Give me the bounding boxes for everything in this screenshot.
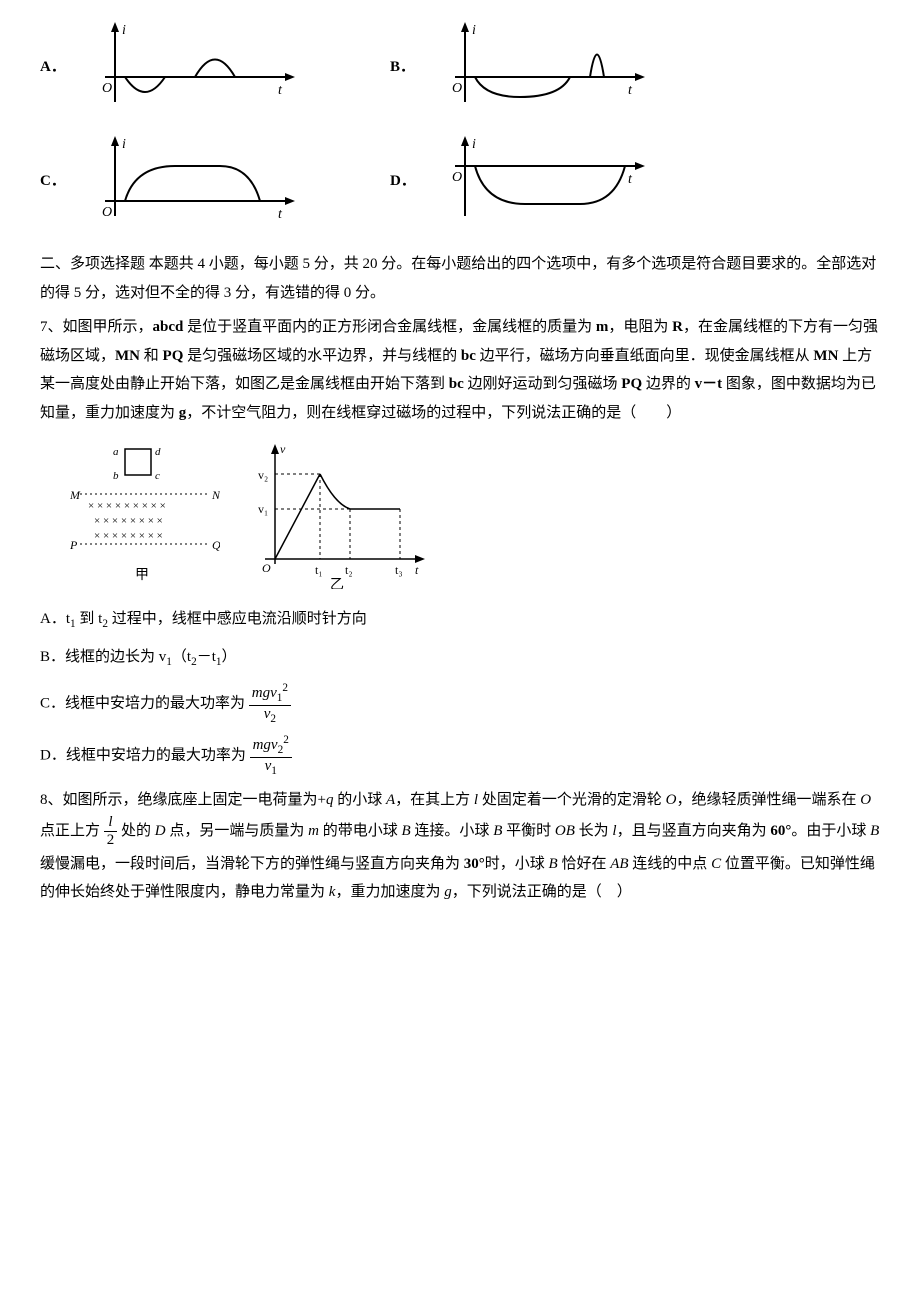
- svg-text:b: b: [113, 470, 119, 482]
- svg-text:i: i: [122, 23, 126, 38]
- svg-text:v: v: [280, 442, 286, 456]
- svg-text:Q: Q: [212, 538, 220, 552]
- svg-text:甲: 甲: [135, 568, 149, 583]
- svg-text:v₂: v₂: [258, 468, 268, 482]
- svg-text:v₁: v₁: [258, 502, 268, 516]
- q8-text: 8、如图所示，绝缘底座上固定一电荷量为+q 的小球 A，在其上方 l 处固定着一…: [40, 786, 880, 907]
- svg-text:t: t: [628, 172, 633, 187]
- q7-opt-c: C．线框中安培力的最大功率为 mgv12v2: [40, 682, 880, 726]
- q7-opt-a: A．t1 到 t2 过程中，线框中感应电流沿顺时针方向: [40, 605, 880, 635]
- svg-text:t₁: t₁: [315, 563, 323, 577]
- svg-text:t: t: [628, 83, 633, 98]
- graph-row-ab: A． i O t B． i O t: [40, 22, 880, 112]
- svg-text:O: O: [262, 561, 271, 575]
- option-label-c: C．: [40, 167, 100, 196]
- svg-text:M: M: [70, 488, 81, 502]
- svg-text:t: t: [278, 207, 283, 222]
- graph-a: i O t: [100, 22, 300, 112]
- svg-text:i: i: [122, 137, 126, 152]
- svg-text:P: P: [70, 538, 78, 552]
- q7-text: 7、如图甲所示，abcd 是位于竖直平面内的正方形闭合金属线框，金属线框的质量为…: [40, 313, 880, 427]
- graph-b: i O t: [450, 22, 650, 112]
- svg-text:c: c: [155, 470, 160, 482]
- svg-text:t₃: t₃: [395, 563, 403, 577]
- svg-text:t: t: [278, 83, 283, 98]
- q7-figure: a d b c M N P Q × × × × × × × × × × × × …: [70, 439, 880, 589]
- option-label-d: D．: [390, 167, 450, 196]
- svg-text:d: d: [155, 446, 161, 458]
- svg-text:t₂: t₂: [345, 563, 353, 577]
- option-label-a: A．: [40, 53, 100, 82]
- q7-fig-right: v O t v₂ v₁ t₁ t₂ t₃ 乙: [250, 439, 430, 589]
- svg-text:i: i: [472, 137, 476, 152]
- option-label-b: B．: [390, 53, 450, 82]
- svg-text:t: t: [415, 563, 419, 577]
- svg-text:O: O: [102, 81, 112, 96]
- svg-text:N: N: [211, 488, 220, 502]
- q7-opt-b: B．线框的边长为 v1（t2－t1）: [40, 643, 880, 673]
- svg-text:× × × × × × × ×: × × × × × × × ×: [94, 515, 163, 527]
- q7-opt-d: D．线框中安培力的最大功率为 mgv22v1: [40, 734, 880, 778]
- svg-text:× × × × × × × × ×: × × × × × × × × ×: [88, 500, 166, 512]
- svg-text:a: a: [113, 446, 119, 458]
- svg-text:O: O: [452, 81, 462, 96]
- graph-c: i O t: [100, 136, 300, 226]
- svg-text:O: O: [102, 205, 112, 220]
- svg-text:O: O: [452, 170, 462, 185]
- graph-d: i O t: [450, 136, 650, 226]
- svg-text:i: i: [472, 23, 476, 38]
- svg-text:× × × × × × × ×: × × × × × × × ×: [94, 530, 163, 542]
- section-2-title: 二、多项选择题 本题共 4 小题，每小题 5 分，共 20 分。在每小题给出的四…: [40, 250, 880, 307]
- svg-text:乙: 乙: [330, 577, 344, 589]
- q7-fig-left: a d b c M N P Q × × × × × × × × × × × × …: [70, 439, 220, 589]
- graph-row-cd: C． i O t D． i O t: [40, 136, 880, 226]
